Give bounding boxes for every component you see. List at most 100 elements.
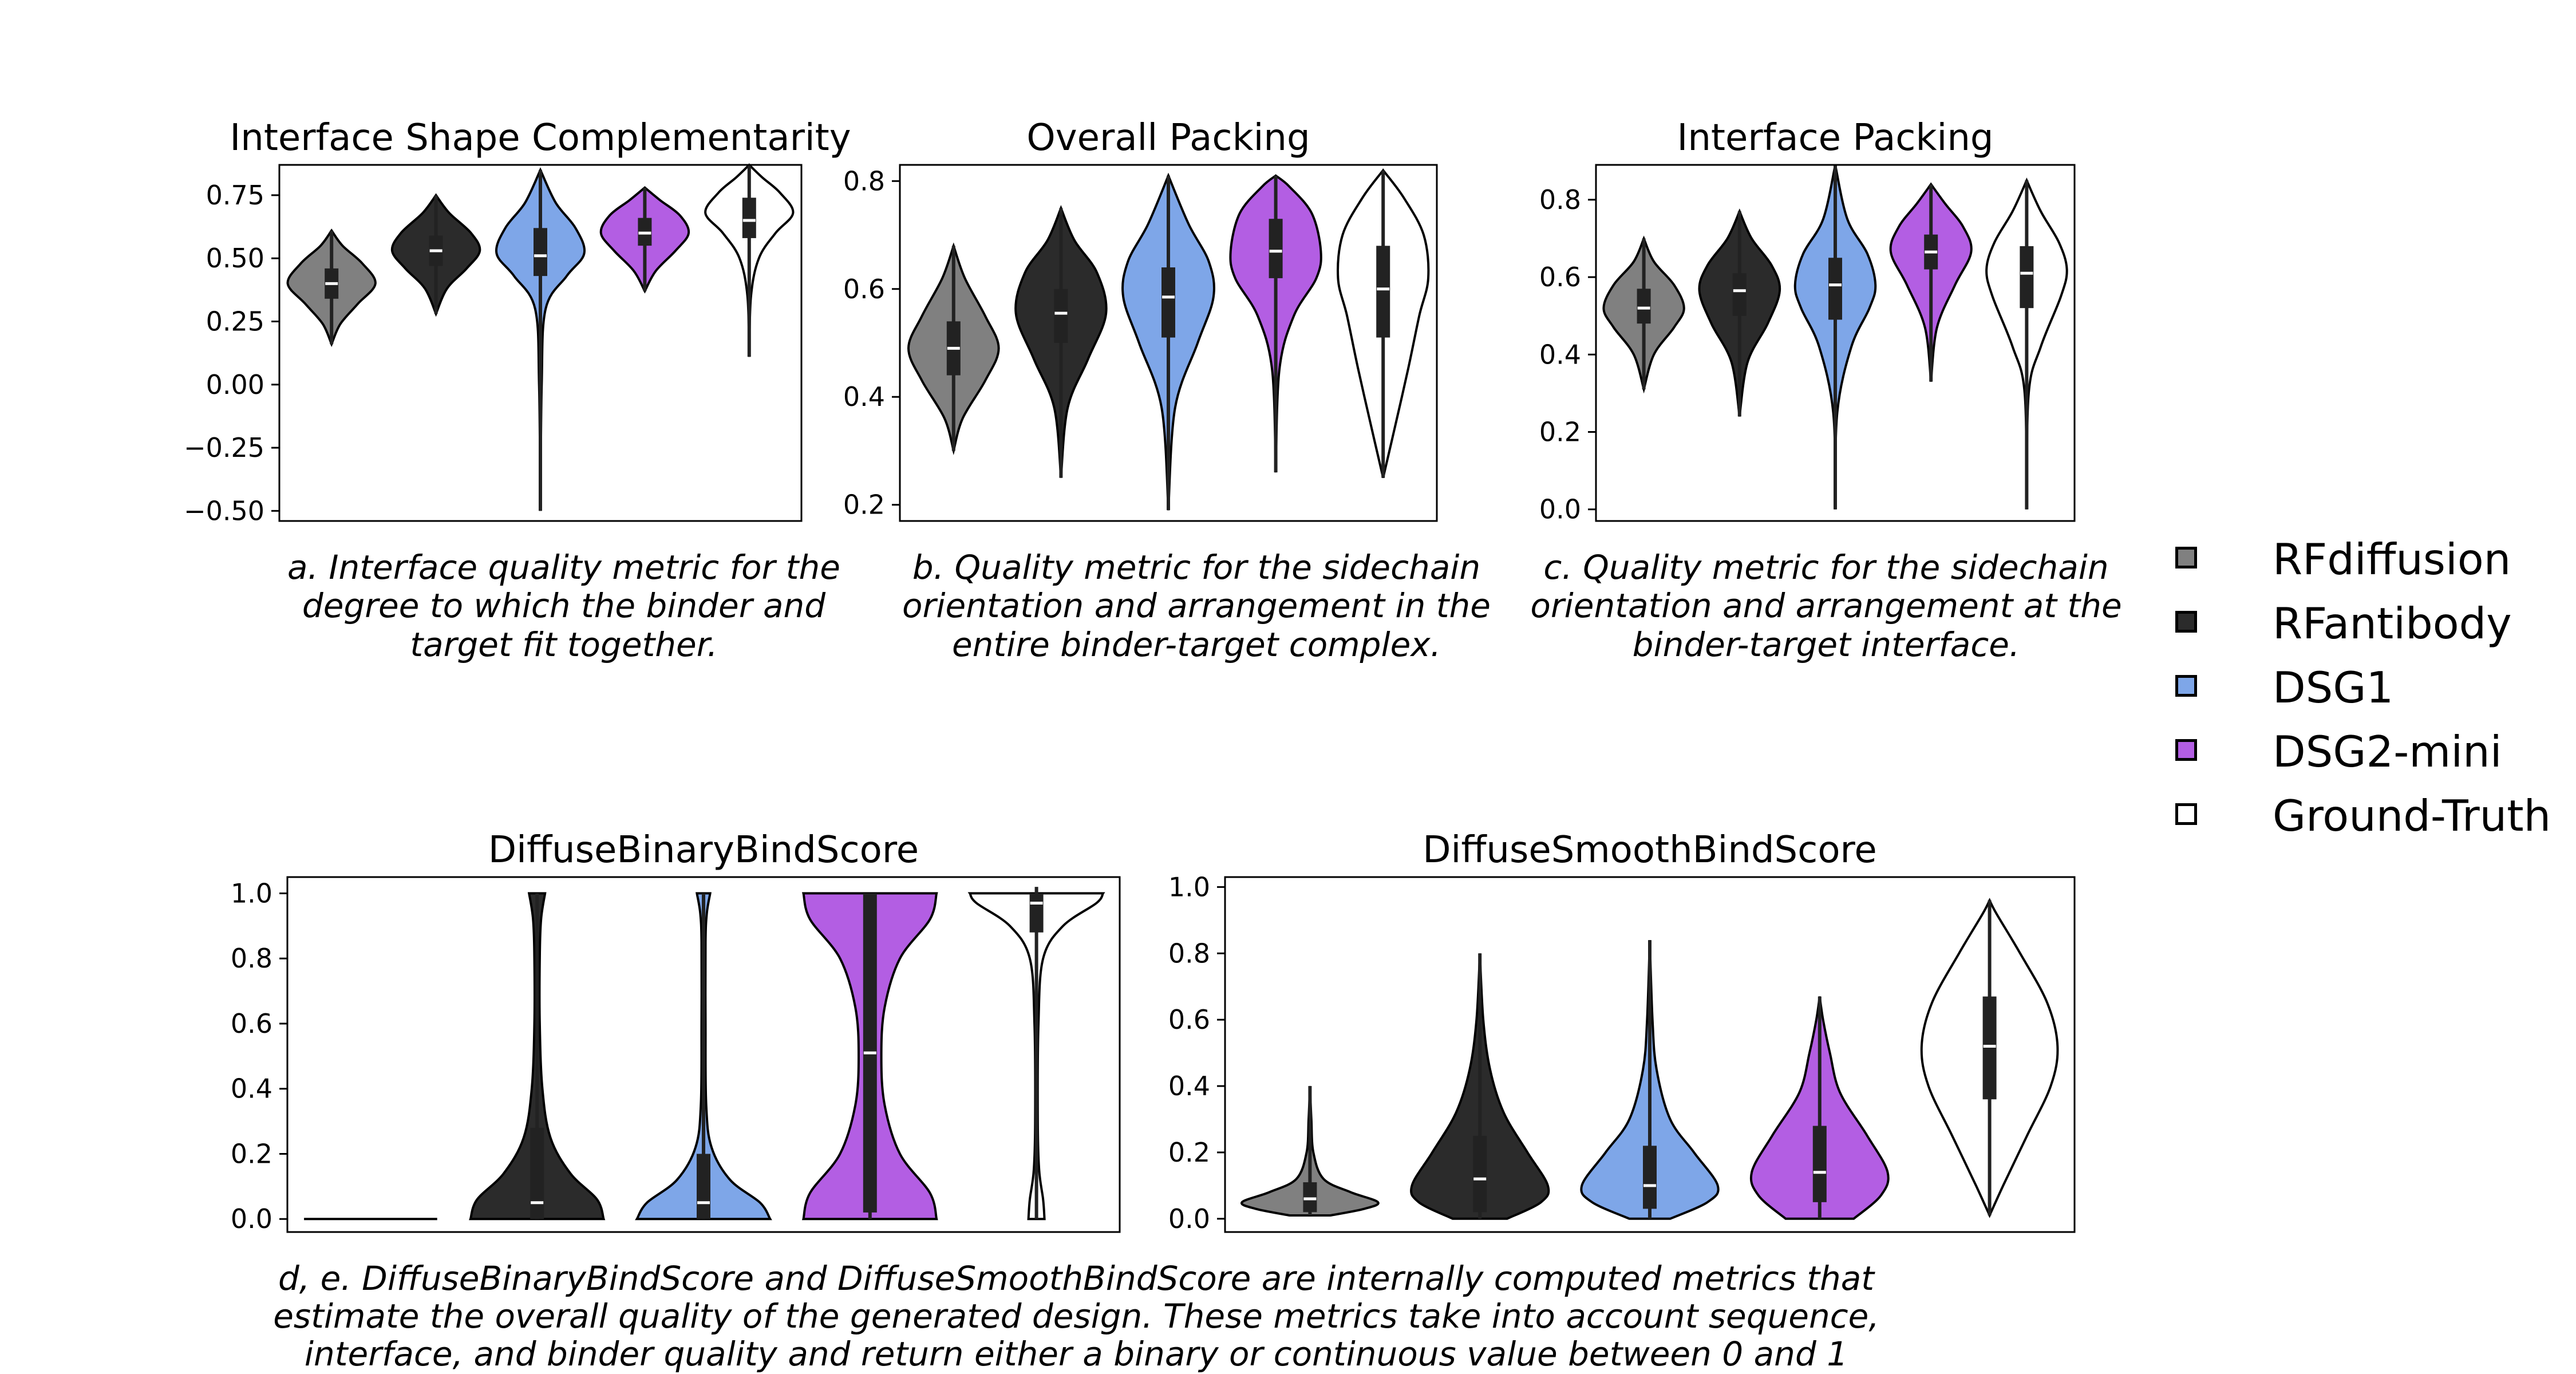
violin-rfantibody: [1698, 208, 1781, 417]
chart-interface-shape-complementarity: Interface Shape Complementarity −0.50 −0.2…: [184, 117, 851, 526]
violin-dsg2-mini: [1889, 182, 1973, 382]
y-tick-label: 1.0: [1168, 871, 1210, 902]
chart-interface-packing: Interface Packing 0.0 0.2 0.4 0.6 0.8: [1539, 117, 2076, 525]
caption-b-line-3: entire binder-target complex.: [951, 625, 1441, 664]
violin-rfantibody: [1014, 205, 1108, 478]
legend-swatch-rfantibody: [2175, 611, 2197, 633]
violin-rfdiffusion: [1602, 235, 1685, 394]
y-tick-label: 0.2: [231, 1138, 272, 1169]
chart-title: DiffuseBinaryBindScore: [488, 829, 919, 871]
violin-iqr-box: [1029, 893, 1044, 933]
chart-title: Interface Shape Complementarity: [230, 117, 851, 159]
violin-iqr-box: [742, 198, 756, 238]
violin-ground-truth: [704, 163, 795, 357]
violin-iqr-box: [1376, 246, 1390, 338]
y-tick-label: 0.50: [206, 243, 264, 274]
violin-ground-truth: [1920, 898, 2059, 1218]
y-tick-label: 0.8: [843, 165, 885, 196]
y-tick-label: 0.6: [843, 274, 885, 305]
caption-b: b. Quality metric for the sidechain orie…: [893, 548, 1500, 664]
y-tick-label: 0.6: [1168, 1004, 1210, 1035]
y-tick-label: 0.4: [1168, 1071, 1210, 1101]
plot-frame: [278, 164, 803, 522]
legend-swatch-rfdiffusion: [2175, 547, 2197, 568]
chart-title: DiffuseSmoothBindScore: [1423, 829, 1877, 871]
y-tick-label: −0.25: [184, 432, 264, 463]
violin-ground-truth: [1985, 177, 2068, 510]
y-tick-label: 0.4: [1539, 339, 1581, 370]
caption-b-line-2: orientation and arrangement in the: [902, 586, 1491, 626]
y-tick-label: 0.2: [843, 489, 885, 520]
plot-frame: [1595, 164, 2076, 522]
caption-de-line-3: interface, and binder quality and return…: [304, 1334, 1848, 1374]
violin-iqr-box: [1982, 996, 1997, 1100]
violin-dsg1: [1580, 940, 1720, 1220]
y-tick-label: 0.75: [206, 180, 264, 211]
y-tick-label: 0.6: [1539, 262, 1581, 293]
violin-iqr-box: [1828, 258, 1842, 320]
y-tick-label: 0.2: [1168, 1137, 1210, 1168]
legend-swatch-ground-truth: [2175, 803, 2197, 825]
legend-swatch-dsg2-mini: [2175, 739, 2197, 761]
violin-iqr-box: [2020, 246, 2034, 309]
chart-diffusebinarybindscore: DiffuseBinaryBindScore 0.0 0.2 0.4 0.6 0.8 1.0: [231, 829, 1121, 1234]
violin-ground-truth: [1337, 168, 1430, 479]
y-tick-label: 0.8: [1168, 938, 1210, 969]
caption-a-line-1: a. Interface quality metric for the: [287, 548, 840, 587]
y-tick-label: 0.0: [1539, 494, 1581, 525]
y-tick-label: 0.2: [1539, 417, 1581, 448]
y-tick-label: 0.00: [206, 369, 264, 400]
violin-dsg2-mini: [599, 186, 690, 294]
y-tick-label: 0.8: [1539, 184, 1581, 215]
violin-dsg1: [635, 892, 772, 1221]
violin-iqr-box: [1732, 273, 1747, 316]
y-tick-label: 1.0: [231, 878, 272, 909]
legend-label-dsg2-mini: DSG2-mini: [2273, 727, 2502, 777]
violin-rfdiffusion: [1240, 1085, 1380, 1217]
chart-title: Overall Packing: [1026, 117, 1310, 159]
caption-de-line-2: estimate the overall quality of the gene…: [273, 1297, 1879, 1336]
chart-diffusesmoothbindscore: DiffuseSmoothBindScore 0.0 0.2 0.4 0.6 0.8 1.0: [1168, 829, 2076, 1234]
caption-de-line-1: d, e. DiffuseBinaryBindScore and Diffuse…: [278, 1259, 1875, 1298]
violin-dsg2-mini: [801, 892, 938, 1221]
violin-iqr-box: [1054, 289, 1068, 343]
y-tick-label: 0.6: [231, 1008, 272, 1039]
caption-c-line-1: c. Quality metric for the sidechain: [1543, 548, 2109, 587]
y-tick-label: 0.25: [206, 306, 264, 337]
chart-title: Interface Packing: [1677, 117, 1993, 159]
violin-dsg2-mini: [1749, 996, 1890, 1220]
caption-a: a. Interface quality metric for the degr…: [269, 548, 859, 664]
caption-c-line-2: orientation and arrangement at the: [1530, 586, 2122, 626]
violin-iqr-box: [1161, 267, 1175, 338]
violin-rfantibody: [1410, 953, 1550, 1220]
violin-iqr-box: [1303, 1182, 1317, 1213]
caption-b-line-1: b. Quality metric for the sidechain: [912, 548, 1481, 587]
y-tick-label: −0.50: [184, 495, 264, 526]
caption-a-line-2: degree to which the binder and: [302, 586, 826, 626]
y-tick-label: 0.4: [843, 381, 885, 412]
legend-label-rfdiffusion: RFdiffusion: [2273, 534, 2511, 585]
plot-frame: [286, 876, 1121, 1233]
plot-frame: [899, 164, 1438, 522]
violin-rfdiffusion: [286, 228, 377, 348]
violin-iqr-box: [1637, 289, 1651, 324]
caption-c: c. Quality metric for the sidechain orie…: [1523, 548, 2129, 664]
violin-iqr-box: [1473, 1135, 1487, 1213]
violin-iqr-box: [1643, 1146, 1657, 1209]
chart-overall-packing: Overall Packing 0.2 0.4 0.6 0.8: [843, 117, 1438, 522]
violin-rfantibody: [469, 892, 606, 1221]
violin-ground-truth: [967, 887, 1105, 1221]
violin-dsg1: [1793, 164, 1877, 510]
violin-dsg1: [1121, 172, 1215, 511]
caption-c-line-3: binder-target interface.: [1632, 625, 2020, 664]
violin-iqr-box: [1812, 1126, 1827, 1202]
y-tick-label: 0.0: [231, 1203, 272, 1234]
violin-dsg2-mini: [1229, 174, 1322, 473]
violin-dsg1: [495, 167, 586, 511]
caption-a-line-3: target fit together.: [410, 625, 718, 664]
violin-iqr-box: [530, 1127, 544, 1219]
legend-swatch-dsg1: [2175, 675, 2197, 697]
legend-label-ground-truth: Ground-Truth: [2273, 791, 2551, 841]
y-tick-label: 0.4: [231, 1073, 272, 1104]
